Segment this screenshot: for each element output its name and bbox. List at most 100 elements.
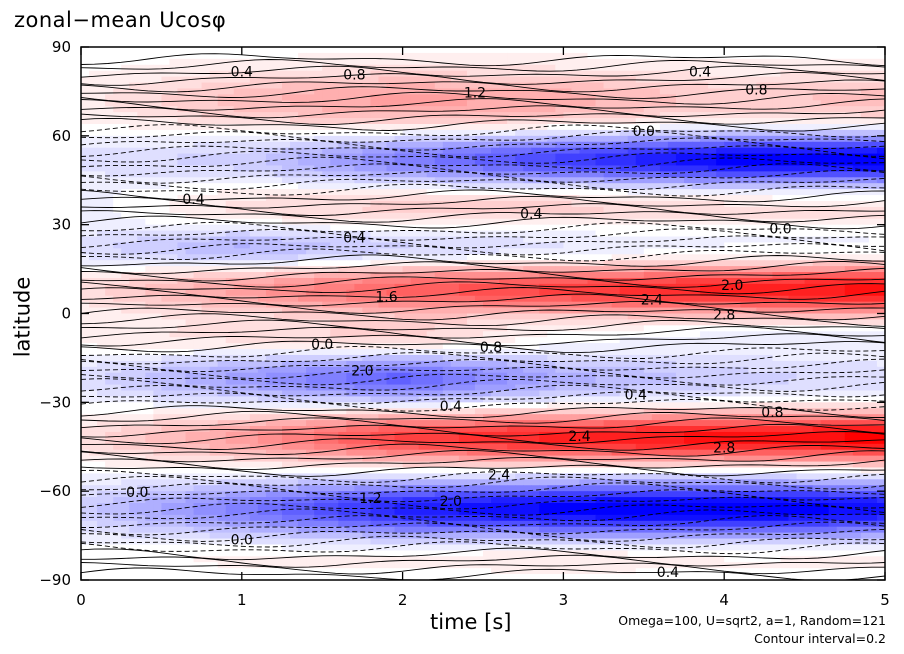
heatmap-cell [306, 307, 315, 315]
heatmap-cell [314, 206, 323, 214]
heatmap-cell [169, 94, 179, 101]
heatmap-cell [410, 123, 420, 131]
heatmap-cell [97, 171, 106, 178]
heatmap-cell [595, 272, 605, 279]
heatmap-cell [201, 283, 211, 291]
heatmap-cell [233, 171, 243, 178]
heatmap-cell [756, 159, 765, 167]
heatmap-cell [298, 307, 307, 315]
heatmap-cell [675, 331, 685, 338]
heatmap-cell [410, 277, 420, 285]
heatmap-cell [876, 301, 885, 309]
heatmap-cell [378, 254, 388, 261]
heatmap-cell [257, 325, 267, 332]
heatmap-cell [748, 171, 757, 178]
heatmap-cell [137, 177, 146, 184]
heatmap-cell [434, 230, 444, 238]
heatmap-cell [113, 248, 122, 255]
heatmap-cell [724, 177, 733, 184]
heatmap-cell [684, 277, 693, 285]
heatmap-cell [265, 189, 275, 196]
heatmap-cell [81, 153, 90, 161]
heatmap-cell [402, 325, 412, 332]
heatmap-cell [362, 100, 372, 107]
heatmap-cell [684, 135, 693, 143]
heatmap-cell [708, 200, 717, 208]
heatmap-cell [483, 224, 492, 232]
heatmap-cell [466, 171, 476, 178]
heatmap-cell [876, 224, 885, 232]
heatmap-cell [442, 331, 452, 338]
heatmap-cell [499, 230, 508, 238]
heatmap-cell [394, 118, 404, 125]
heatmap-cell [820, 319, 830, 326]
heatmap-cell [265, 331, 275, 338]
heatmap-cell [233, 295, 243, 303]
heatmap-cell [153, 70, 162, 78]
heatmap-cell [290, 254, 299, 261]
heatmap-cell [563, 313, 573, 321]
heatmap-cell [619, 64, 629, 72]
heatmap-cell [780, 82, 790, 90]
heatmap-cell [603, 283, 613, 291]
heatmap-cell [330, 76, 339, 84]
heatmap-cell [314, 242, 323, 249]
heatmap-cell [772, 236, 782, 244]
heatmap-cell [410, 177, 420, 184]
heatmap-cell [788, 47, 798, 54]
heatmap-cell [643, 94, 653, 101]
heatmap-cell [788, 118, 798, 125]
heatmap-cell [362, 58, 372, 66]
heatmap-cell [426, 76, 436, 84]
heatmap-cell [169, 289, 179, 297]
heatmap-cell [748, 337, 757, 344]
heatmap-cell [153, 206, 162, 214]
heatmap-cell [531, 206, 540, 214]
heatmap-cell [418, 283, 428, 291]
heatmap-cell [491, 301, 500, 309]
heatmap-cell [700, 212, 709, 220]
heatmap-cell [619, 88, 629, 95]
heatmap-cell [700, 331, 709, 338]
heatmap-cell [788, 64, 798, 72]
heatmap-cell [684, 325, 693, 332]
heatmap-cell [346, 283, 355, 291]
heatmap-cell [820, 230, 830, 238]
heatmap-cell [748, 301, 757, 309]
heatmap-cell [772, 147, 782, 155]
heatmap-cell [273, 171, 283, 178]
heatmap-cell [386, 331, 396, 338]
heatmap-cell [531, 218, 540, 226]
heatmap-cell [772, 129, 782, 137]
heatmap-cell [249, 94, 259, 101]
heatmap-cell [531, 171, 540, 178]
heatmap-cell [121, 283, 130, 291]
heatmap-cell [185, 64, 195, 72]
heatmap-cell [322, 106, 331, 113]
heatmap-cell [627, 88, 637, 95]
heatmap-cell [410, 189, 420, 196]
heatmap-cell [410, 112, 420, 119]
heatmap-cell [249, 141, 259, 149]
heatmap-cell [201, 242, 211, 249]
heatmap-cell [306, 206, 315, 214]
heatmap-cell [675, 76, 685, 84]
heatmap-cell [740, 112, 749, 119]
heatmap-cell [153, 52, 162, 60]
heatmap-cell [434, 301, 444, 309]
heatmap-cell [298, 236, 307, 244]
heatmap-cell [153, 272, 162, 279]
heatmap-cell [434, 248, 444, 255]
heatmap-cell [651, 129, 661, 137]
heatmap-cell [571, 118, 581, 125]
heatmap-cell [571, 206, 581, 214]
heatmap-cell [306, 212, 315, 220]
heatmap-cell [241, 242, 251, 249]
heatmap-cell [121, 100, 130, 107]
heatmap-cell [257, 289, 267, 297]
heatmap-cell [458, 159, 468, 167]
heatmap-cell [434, 141, 444, 149]
heatmap-cell [290, 242, 299, 249]
heatmap-cell [772, 319, 782, 326]
heatmap-cell [442, 141, 452, 149]
